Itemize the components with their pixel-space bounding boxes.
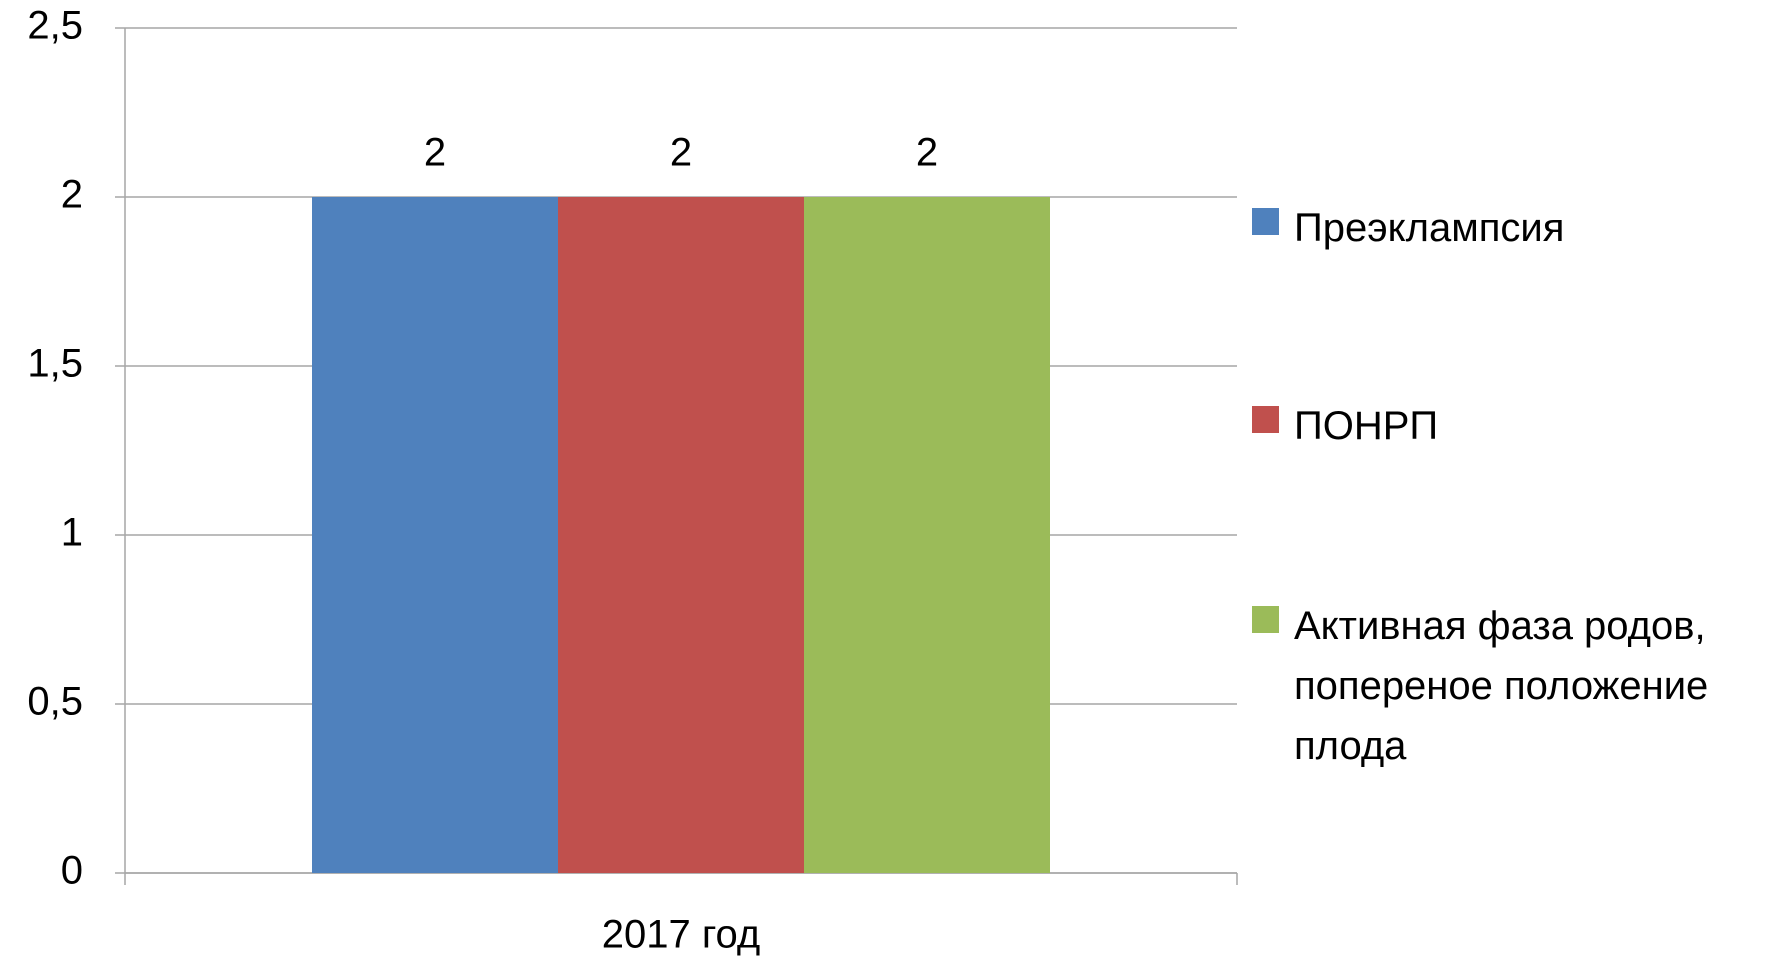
y-tick-label: 1 — [61, 511, 83, 555]
legend-label: Активная фаза родов, попереное положение… — [1294, 604, 1709, 768]
y-tick-label: 0 — [61, 849, 83, 893]
legend-label: ПОНРП — [1294, 404, 1439, 448]
legend-swatch — [1252, 208, 1279, 235]
y-tick-label: 1,5 — [27, 342, 83, 386]
y-tick-label: 2,5 — [27, 4, 83, 48]
legend-label: Преэклампсия — [1294, 206, 1565, 250]
y-tick-label: 2 — [61, 173, 83, 217]
data-label: 2 — [916, 131, 938, 175]
y-tick-label: 0,5 — [27, 680, 83, 724]
legend-swatch — [1252, 606, 1279, 633]
data-label: 2 — [670, 131, 692, 175]
bar — [312, 197, 558, 873]
bar — [558, 197, 804, 873]
legend-swatch — [1252, 406, 1279, 433]
bar — [804, 197, 1050, 873]
x-tick-label: 2017 год — [602, 913, 761, 957]
data-label: 2 — [424, 131, 446, 175]
